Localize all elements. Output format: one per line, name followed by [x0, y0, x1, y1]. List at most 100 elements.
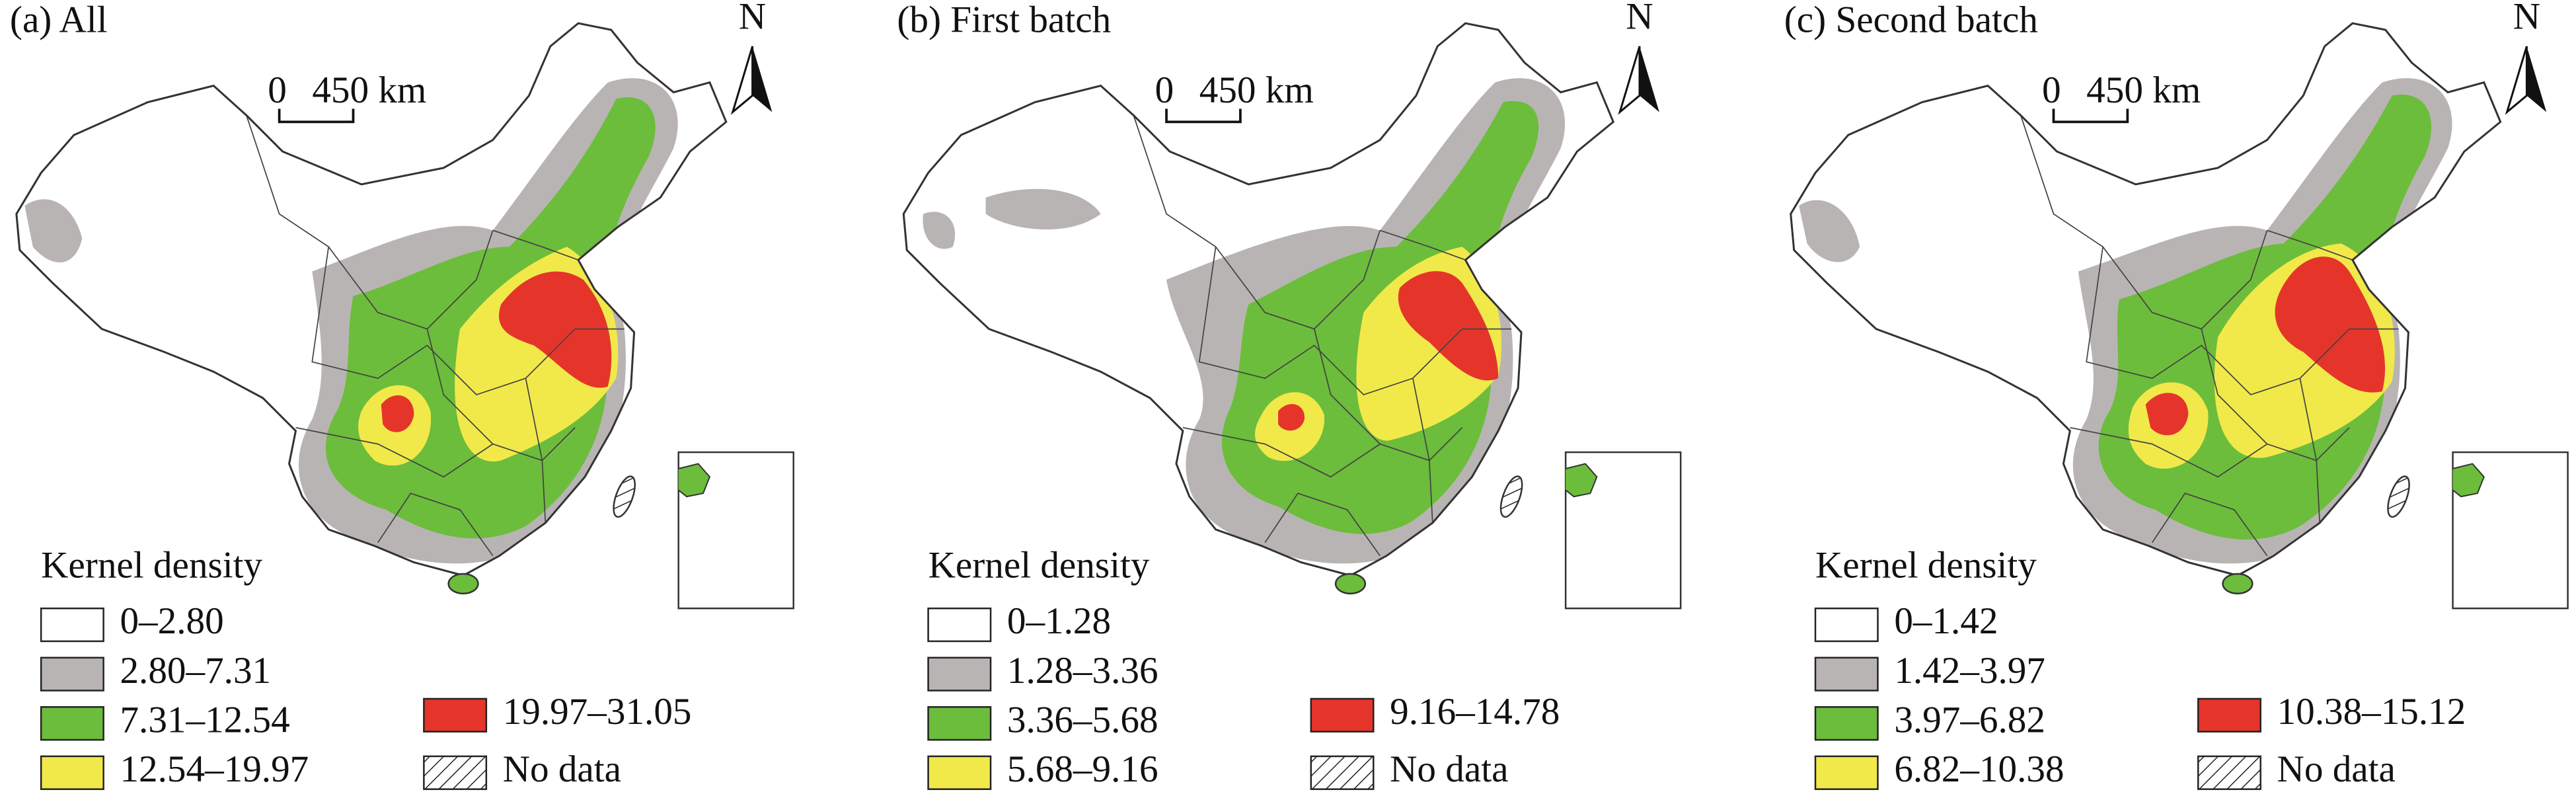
density-zone — [381, 395, 414, 432]
province-boundary — [377, 493, 494, 557]
legend-label: 12.54–19.97 — [120, 748, 309, 790]
province-boundary — [2201, 329, 2268, 445]
legend-label: 3.97–6.82 — [1894, 699, 2045, 740]
hainan — [2222, 573, 2254, 595]
north-arrow-left — [2505, 46, 2528, 115]
legend-swatch — [927, 706, 992, 741]
legend-swatch — [927, 755, 992, 790]
legend-label: 19.97–31.05 — [503, 691, 692, 733]
legend-swatch — [1814, 657, 1879, 692]
legend-swatch — [927, 607, 992, 643]
north-arrow-right — [2526, 46, 2547, 112]
legend-label: 9.16–14.78 — [1390, 691, 1560, 733]
north-label: N — [1626, 0, 1653, 37]
hainan — [1334, 573, 1367, 595]
province-boundary — [426, 329, 494, 445]
inset-coast — [2452, 463, 2485, 498]
north-arrow-left — [1618, 46, 1641, 115]
scale-bar — [1165, 108, 1242, 124]
density-zone — [1799, 200, 1860, 262]
map-panel: (a) All 0 450 km N Kernel density 0–2.80 2.80–… — [10, 0, 794, 790]
density-zone — [1278, 404, 1305, 431]
legend-label: 3.36–5.68 — [1007, 699, 1158, 740]
south-sea-inset — [2452, 451, 2569, 610]
country-border — [902, 22, 1615, 577]
legend-swatch — [1814, 755, 1879, 790]
province-boundary — [525, 378, 547, 523]
province-boundary — [1133, 115, 1381, 330]
legend-title: Kernel density — [41, 545, 262, 586]
density-zone — [923, 212, 956, 249]
legend-label: 2.80–7.31 — [120, 650, 271, 692]
province-boundary — [311, 247, 625, 396]
legend-swatch — [1310, 697, 1375, 733]
legend-label: No data — [1390, 748, 1508, 790]
province-boundary — [1379, 229, 1466, 260]
legend-swatch — [40, 607, 104, 643]
density-layer — [24, 78, 678, 564]
province-boundary — [2020, 115, 2268, 330]
density-zone — [498, 271, 612, 388]
inset-coast — [678, 463, 711, 498]
country-border — [1790, 22, 2502, 577]
north-label: N — [2513, 0, 2540, 37]
density-zone — [2275, 257, 2386, 393]
hainan — [447, 573, 479, 595]
density-zone — [1398, 271, 1499, 381]
legend-label: 6.82–10.38 — [1894, 748, 2064, 790]
legend-swatch — [1310, 755, 1375, 790]
legend-label: 1.28–3.36 — [1007, 650, 1158, 692]
province-boundary — [2151, 493, 2268, 557]
legend-label: 0–1.42 — [1894, 600, 1998, 642]
legend-label: No data — [503, 748, 621, 790]
province-boundary — [1182, 426, 1463, 478]
province-boundary — [246, 115, 494, 330]
province-boundary — [1313, 329, 1381, 445]
scale-length: 450 km — [2086, 69, 2201, 111]
panel-title: (c) Second batch — [1784, 0, 2038, 40]
legend-label: No data — [2277, 748, 2396, 790]
legend-title: Kernel density — [1815, 545, 2037, 586]
legend-swatch — [423, 697, 488, 733]
legend-swatch — [2197, 755, 2261, 790]
province-boundary — [492, 229, 579, 260]
legend-swatch — [40, 657, 104, 692]
legend-swatch — [1814, 706, 1879, 741]
legend-label: 0–1.28 — [1007, 600, 1111, 642]
density-zone — [24, 199, 83, 262]
province-boundary — [2070, 426, 2350, 478]
taiwan — [2387, 475, 2410, 518]
legend-label: 10.38–15.12 — [2277, 691, 2466, 733]
legend-swatch — [927, 657, 992, 692]
scale-zero: 0 — [2042, 69, 2061, 111]
taiwan — [613, 475, 636, 518]
density-layer — [1799, 78, 2452, 564]
country-border — [15, 22, 728, 577]
density-zone — [985, 188, 1101, 230]
province-boundary — [295, 426, 576, 478]
north-arrow-right — [1639, 46, 1659, 112]
scale-zero: 0 — [268, 69, 287, 111]
taiwan — [1499, 475, 1523, 518]
legend-label: 1.42–3.97 — [1894, 650, 2045, 692]
province-boundary — [2299, 378, 2321, 523]
legend-title: Kernel density — [928, 545, 1150, 586]
province-boundary — [1412, 378, 1433, 523]
scale-bar — [2052, 108, 2129, 124]
legend-label: 7.31–12.54 — [120, 699, 289, 740]
province-boundary — [1198, 247, 1512, 396]
north-arrow-left — [730, 46, 754, 115]
province-boundary — [2086, 247, 2399, 396]
province-boundary — [1264, 493, 1381, 557]
legend-swatch — [1814, 607, 1879, 643]
map-panel: (b) First batch 0 450 km N Kernel density 0–1… — [897, 0, 1682, 790]
density-zone — [2145, 393, 2189, 436]
legend-label: 0–2.80 — [120, 600, 223, 642]
scale-bar — [278, 108, 355, 124]
legend-swatch — [423, 755, 488, 790]
legend-swatch — [40, 755, 104, 790]
legend-swatch — [40, 706, 104, 741]
panel-title: (b) First batch — [897, 0, 1111, 40]
